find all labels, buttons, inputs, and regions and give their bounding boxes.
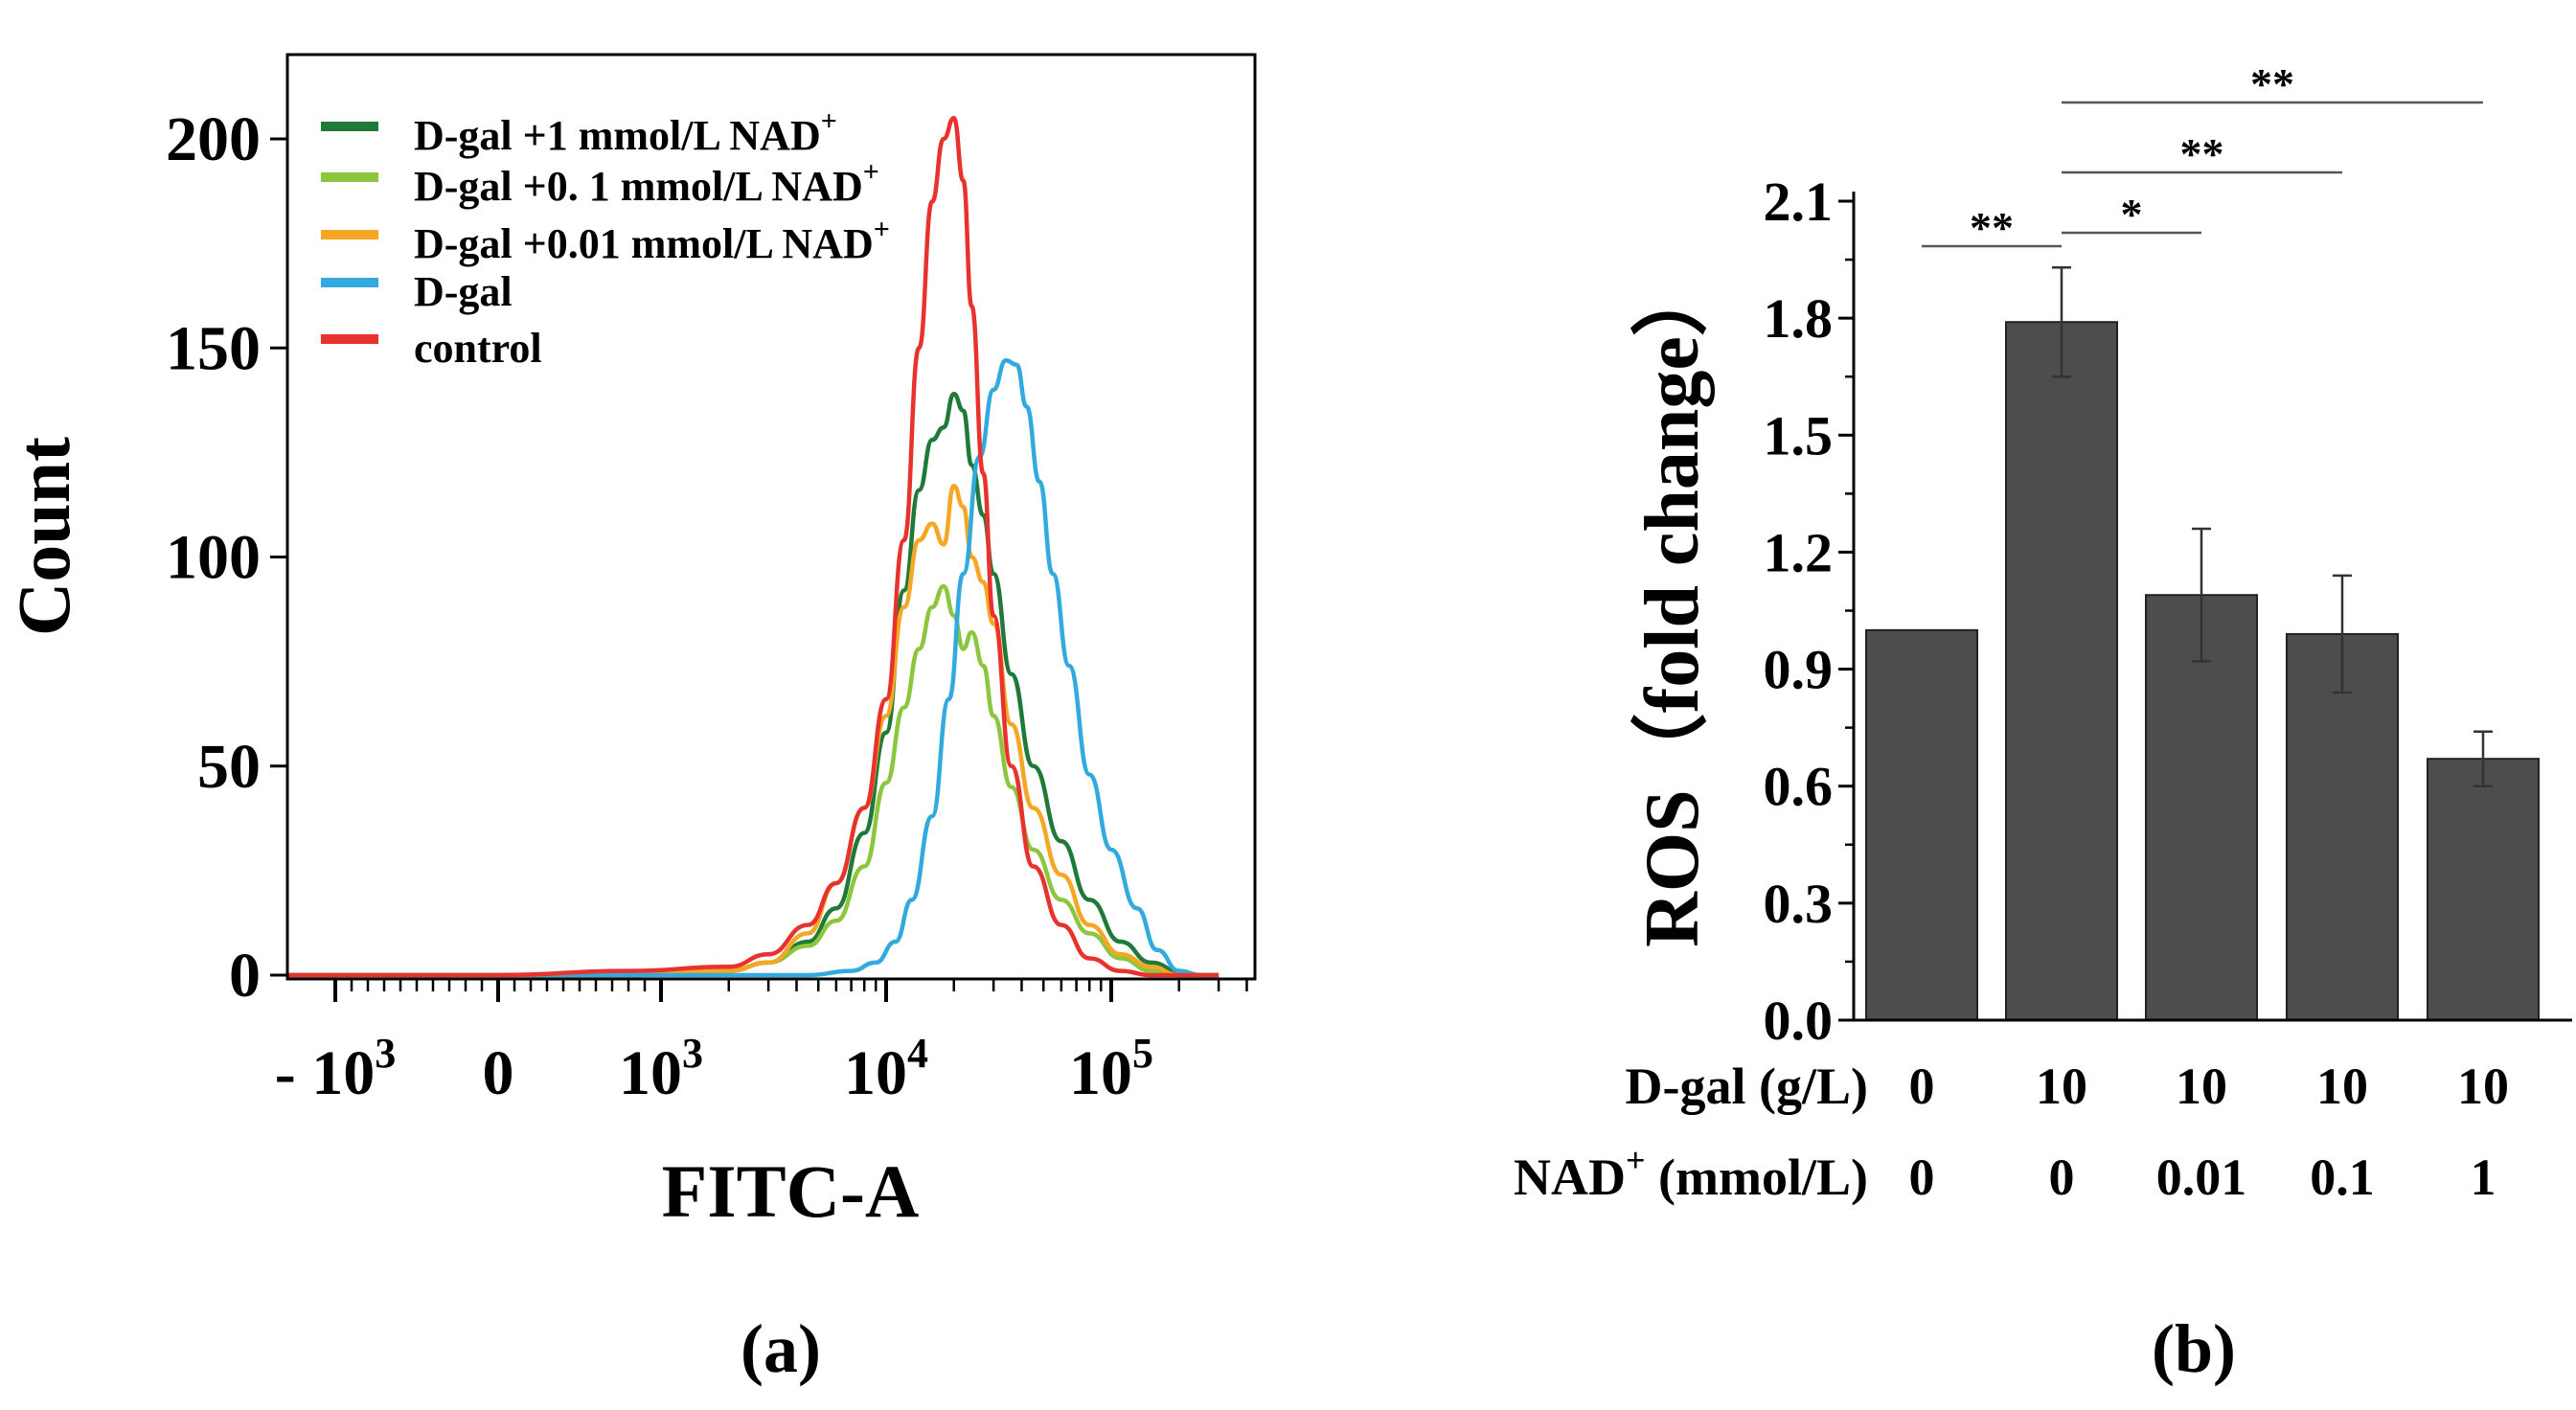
bar-chart-y-axis-label: ROS（fold change）	[1630, 260, 1715, 947]
bar-group	[1865, 265, 2540, 1022]
bar-chart-axes	[1852, 192, 2572, 1022]
bar-chart-y-tick-label: 1.8	[1764, 287, 1834, 350]
condition-value: 1	[2471, 1148, 2496, 1206]
legend-label: D-gal +0.01 mmol/L NAD+	[414, 214, 890, 267]
bar-chart-y-ticks: 0.0 0.3 0.6 0.9 1.2 1.5 1.8 2.1	[1764, 171, 1854, 1052]
histogram-series-group	[287, 115, 1220, 978]
histogram-legend: D-gal +1 mmol/L NAD+D-gal +0. 1 mmol/L N…	[321, 105, 890, 372]
bar	[2286, 632, 2399, 1022]
condition-value: 10	[2457, 1058, 2509, 1115]
bar-chart-y-tick-label: 2.1	[1764, 171, 1834, 233]
significance-marker: **	[1970, 203, 2014, 252]
histogram-y-tick-label: 100	[166, 523, 261, 593]
histogram-y-tick-label: 200	[166, 104, 261, 174]
histogram-series-line	[287, 115, 1220, 978]
significance-marker: *	[2121, 190, 2143, 239]
bar-chart-y-tick-label: 0.0	[1764, 989, 1834, 1052]
legend-label: D-gal +1 mmol/L NAD+	[414, 105, 837, 159]
bar	[2145, 594, 2258, 1021]
histogram-x-axis-label: FITC-A	[662, 1149, 920, 1233]
bar	[2005, 321, 2118, 1021]
condition-value: 10	[2036, 1058, 2087, 1115]
histogram-x-tick-label: 105	[1069, 1030, 1153, 1108]
histogram-x-tick-label: - 103	[275, 1030, 396, 1108]
histogram-y-tick-label: 150	[166, 313, 261, 383]
significance-marker: **	[2250, 59, 2294, 108]
histogram-x-ticks: - 103 0 103 104 105	[275, 979, 1153, 1108]
histogram-y-tick-label: 0	[229, 941, 261, 1011]
significance-brackets: ** *****	[1922, 59, 2483, 252]
legend-label: control	[414, 325, 542, 372]
panel-label-b: (b)	[2152, 1310, 2236, 1387]
condition-value: 0.1	[2310, 1148, 2375, 1206]
bar-chart-y-tick-label: 0.3	[1764, 873, 1834, 935]
histogram-y-ticks: 0 50 100 150 200	[166, 104, 287, 1011]
legend-label: D-gal +0. 1 mmol/L NAD+	[414, 156, 879, 210]
condition-value: 0	[1909, 1058, 1935, 1115]
histogram-y-tick-label: 50	[197, 732, 261, 802]
bar-chart-y-tick-label: 0.6	[1764, 756, 1834, 818]
bar-chart-panel: 0.00.30.60.91.21.51.82.1 ** ***** D-gal (…	[1514, 59, 2572, 1387]
histogram-plot-frame	[285, 53, 1257, 981]
histogram-y-axis-label: Count	[2, 437, 85, 636]
histogram-series-line	[287, 358, 1220, 978]
legend-label: D-gal	[414, 268, 513, 315]
histogram-x-tick-label: 103	[619, 1030, 703, 1108]
histogram-series-line	[287, 392, 1220, 978]
bar-chart-y-tick-label: 1.5	[1764, 404, 1834, 466]
panel-label-a: (a)	[741, 1310, 821, 1387]
condition-row-label: D-gal (g/L)	[1626, 1058, 1868, 1115]
condition-row-label: NAD+ (mmol/L)	[1514, 1141, 1868, 1206]
condition-value: 10	[2316, 1058, 2368, 1115]
histogram-x-minor-ticks	[350, 979, 1248, 991]
bar-chart-y-tick-label: 0.9	[1764, 639, 1834, 701]
condition-value: 10	[2176, 1058, 2227, 1115]
bar-chart-y-tick-label: 1.2	[1764, 521, 1834, 583]
histogram-series-line	[287, 484, 1220, 978]
histogram-x-tick-label: 104	[844, 1030, 928, 1108]
bar	[1865, 628, 1978, 1021]
condition-value: 0	[2049, 1148, 2075, 1206]
condition-value: 0.01	[2156, 1148, 2247, 1206]
significance-marker: **	[2180, 129, 2224, 178]
condition-value: 0	[1909, 1148, 1935, 1206]
condition-table: D-gal (g/L) 0 10 10 10 10 NAD+ (mmol/L) 0 0 0.01 0…	[1514, 1058, 2509, 1206]
bar	[2427, 758, 2540, 1021]
histogram-x-tick-label: 0	[483, 1038, 514, 1108]
